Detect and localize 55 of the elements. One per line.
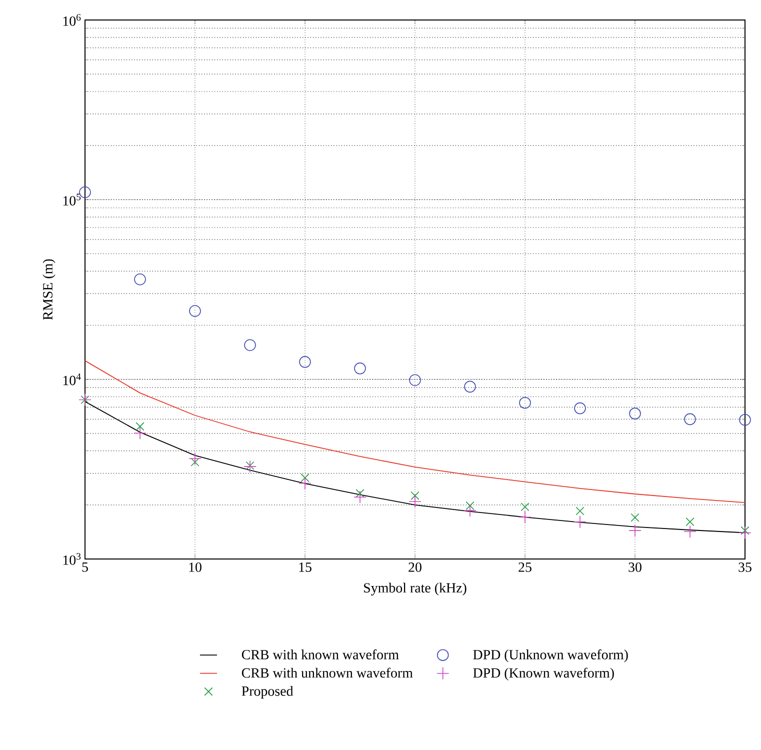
point — [630, 513, 640, 522]
legend-label: DPD (Known waveform) — [473, 668, 614, 680]
point — [244, 460, 256, 473]
point — [136, 422, 144, 431]
point — [686, 518, 694, 526]
point — [189, 305, 201, 317]
x-tick-label: 15 — [299, 562, 312, 572]
point — [684, 525, 696, 538]
x-tick-label: 10 — [189, 562, 202, 572]
point — [246, 461, 254, 470]
point — [464, 380, 476, 393]
point — [409, 374, 421, 386]
legend-label: CRB with known waveform — [242, 649, 399, 660]
point — [244, 339, 256, 352]
point — [190, 458, 200, 466]
x-tick-label: 30 — [628, 562, 642, 572]
point — [354, 490, 366, 504]
legend-label: CRB with unknown waveform — [242, 668, 413, 678]
x-tick-label: 35 — [738, 562, 752, 572]
y-axis-title: RMSE (m) — [42, 259, 56, 320]
x-tick-label: 25 — [518, 562, 532, 572]
point — [684, 413, 696, 426]
x-tick-label: 5 — [82, 562, 88, 572]
point — [79, 186, 91, 198]
point — [628, 524, 642, 537]
point — [354, 362, 366, 374]
legend-label: DPD (Unknown waveform) — [473, 649, 628, 662]
point — [299, 356, 311, 368]
legend-label: Proposed — [242, 686, 294, 699]
x-tick-label: 20 — [408, 562, 422, 572]
point — [574, 515, 586, 528]
point — [740, 526, 750, 535]
y-tick-label: 10$^{3}$ — [63, 553, 81, 565]
point — [298, 476, 312, 490]
point — [134, 274, 146, 286]
point — [356, 489, 364, 498]
point — [629, 408, 641, 420]
point — [464, 504, 476, 517]
y-tick-label: 10$^{4}$ — [63, 373, 81, 386]
point — [466, 501, 474, 510]
x-axis-title: Symbol rate (kHz) — [364, 582, 466, 596]
point — [410, 491, 420, 500]
point — [739, 414, 751, 426]
point — [738, 526, 752, 540]
point — [300, 474, 310, 482]
point — [134, 426, 146, 440]
point — [576, 506, 584, 516]
point — [520, 502, 530, 512]
point — [574, 402, 586, 414]
point — [519, 396, 531, 409]
point — [518, 510, 532, 524]
line-series — [84, 360, 746, 504]
point — [408, 495, 422, 508]
point — [188, 452, 202, 465]
y-tick-label: 10$^{6}$ — [63, 14, 81, 26]
